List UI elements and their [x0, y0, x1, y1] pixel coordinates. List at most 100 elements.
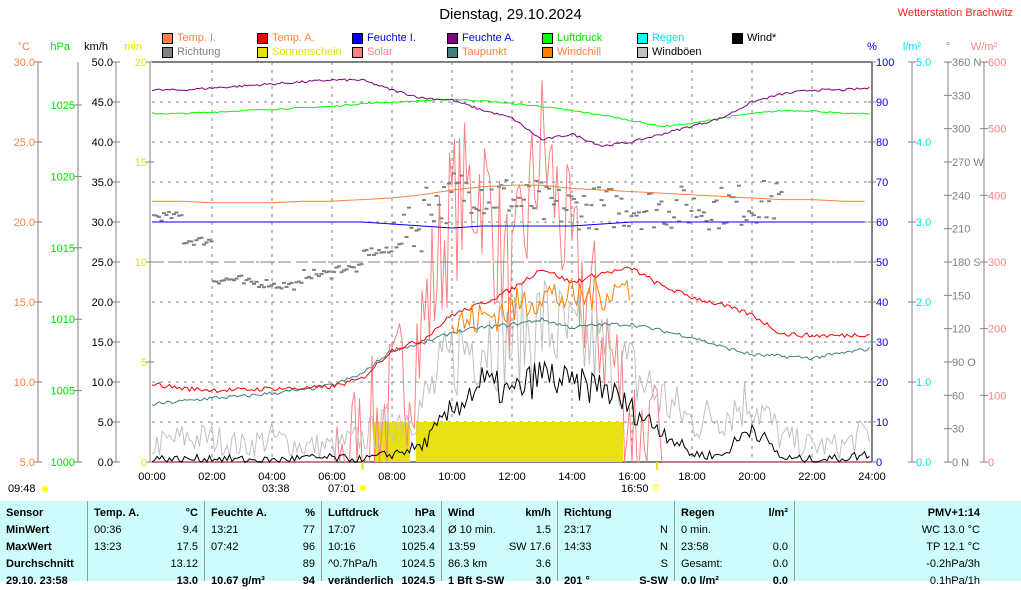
table-row: 23:58 0.0: [675, 539, 794, 556]
direction-point: [367, 253, 371, 256]
direction-tick-label: 180 S: [952, 257, 981, 269]
cell-value: 1024.5: [401, 575, 435, 587]
direction-point: [462, 199, 466, 202]
humidity-tick-label: 20: [876, 377, 888, 389]
direction-point: [322, 270, 326, 273]
legend-swatch: [352, 32, 363, 44]
direction-point: [577, 228, 581, 231]
direction-tick-label: 150: [952, 290, 970, 302]
cell-value: S: [660, 558, 668, 570]
wind-tick-label: 15.0: [92, 337, 113, 349]
direction-point: [329, 277, 334, 280]
direction-point: [484, 207, 489, 210]
pressure-tick-label: 1005: [51, 386, 75, 398]
direction-point: [504, 179, 509, 182]
temp-tick-label: 25.0: [14, 137, 35, 149]
direction-point: [307, 275, 311, 278]
direction-tick-label: 60: [952, 390, 964, 402]
legend-swatch: [447, 46, 458, 58]
direction-point: [627, 225, 631, 228]
direction-point: [714, 199, 719, 202]
direction-point: [237, 275, 241, 278]
table-header: Wind km/h: [442, 505, 557, 522]
direction-point: [334, 266, 339, 269]
direction-tick-label: 330: [952, 90, 970, 102]
direction-point: [519, 205, 524, 208]
x-tick-label: 00:00: [138, 471, 166, 483]
humidity-tick-label: 40: [876, 297, 888, 309]
direction-point: [739, 223, 744, 226]
cell-value: %: [305, 507, 315, 519]
direction-point: [297, 280, 301, 283]
x-tick-label: 24:00: [858, 471, 886, 483]
direction-point: [172, 213, 176, 216]
direction-point: [629, 215, 634, 218]
direction-point: [719, 186, 724, 189]
table-row: 0.1hPa/1h: [795, 573, 1020, 590]
direction-point: [374, 252, 379, 255]
direction-point: [189, 240, 194, 243]
table-header: Regen l/m²: [675, 505, 794, 522]
direction-point: [202, 243, 206, 246]
direction-point: [457, 181, 461, 184]
direction-point: [499, 184, 504, 187]
cell-value: 1025.4: [401, 541, 435, 553]
direction-point: [554, 199, 559, 202]
direction-point: [259, 283, 264, 286]
direction-point: [737, 184, 741, 187]
rain-tick-label: 0.0: [916, 457, 931, 469]
series-line-temp-i-: [152, 184, 865, 204]
direction-point: [214, 280, 219, 283]
cell-label: Feuchte A.: [211, 507, 267, 519]
table-row: 89: [205, 556, 321, 573]
direction-point: [169, 217, 174, 220]
direction-point: [452, 172, 456, 175]
cell-value: 1.5: [535, 524, 551, 536]
weather-chart: 00:00 02:00 04:00 06:00 08:00 10:00 12:00 14:00…: [8, 41, 1006, 495]
legend-label: Temp. I.: [177, 32, 217, 44]
humidity-tick-label: 100: [876, 57, 894, 69]
direction-point: [767, 200, 771, 203]
table-row: 23:17 N: [558, 522, 674, 539]
direction-point: [292, 288, 296, 291]
direction-point: [527, 185, 531, 188]
x-tick-label: 16:00: [618, 471, 646, 483]
direction-tick-label: 270 W: [952, 157, 984, 169]
legend-swatch: [257, 46, 268, 58]
x-tick-label: 04:00: [258, 471, 286, 483]
direction-point: [697, 209, 701, 212]
temp-tick-label: 15.0: [14, 297, 35, 309]
wind-tick-label: 35.0: [92, 177, 113, 189]
x-tick-label: 22:00: [798, 471, 826, 483]
series-line-temp-a-: [152, 266, 870, 393]
direction-point: [692, 197, 696, 200]
direction-point: [734, 200, 739, 203]
table-row: 0.0 l/m² 0.0: [675, 573, 794, 590]
direction-point: [349, 265, 354, 268]
temp-tick-label: 30.0: [14, 57, 35, 69]
direction-point: [712, 200, 716, 203]
direction-point: [424, 186, 429, 189]
direction-point: [539, 181, 544, 184]
solar-axis-unit: W/m²: [971, 41, 998, 53]
direction-point: [502, 187, 506, 190]
direction-point: [657, 203, 661, 206]
legend-item: Windchill: [542, 46, 601, 58]
direction-point: [564, 209, 569, 212]
direction-point: [574, 201, 579, 204]
direction-point: [179, 214, 184, 217]
table-row: 10:16 1025.4: [322, 539, 441, 556]
direction-point: [397, 243, 401, 246]
direction-point: [617, 212, 621, 215]
direction-point: [382, 251, 386, 254]
x-tick-label: 06:00: [318, 471, 346, 483]
table-row: 13:21 77: [205, 522, 321, 539]
cell-value: 1023.4: [401, 524, 435, 536]
direction-point: [339, 271, 344, 274]
station-name: Wetterstation Brachwitz: [897, 7, 1013, 19]
direction-point: [277, 286, 281, 289]
cell-value: 94: [302, 575, 315, 587]
direction-point: [414, 229, 419, 232]
legend-item: Taupunkt: [447, 46, 507, 58]
direction-point: [567, 194, 571, 197]
